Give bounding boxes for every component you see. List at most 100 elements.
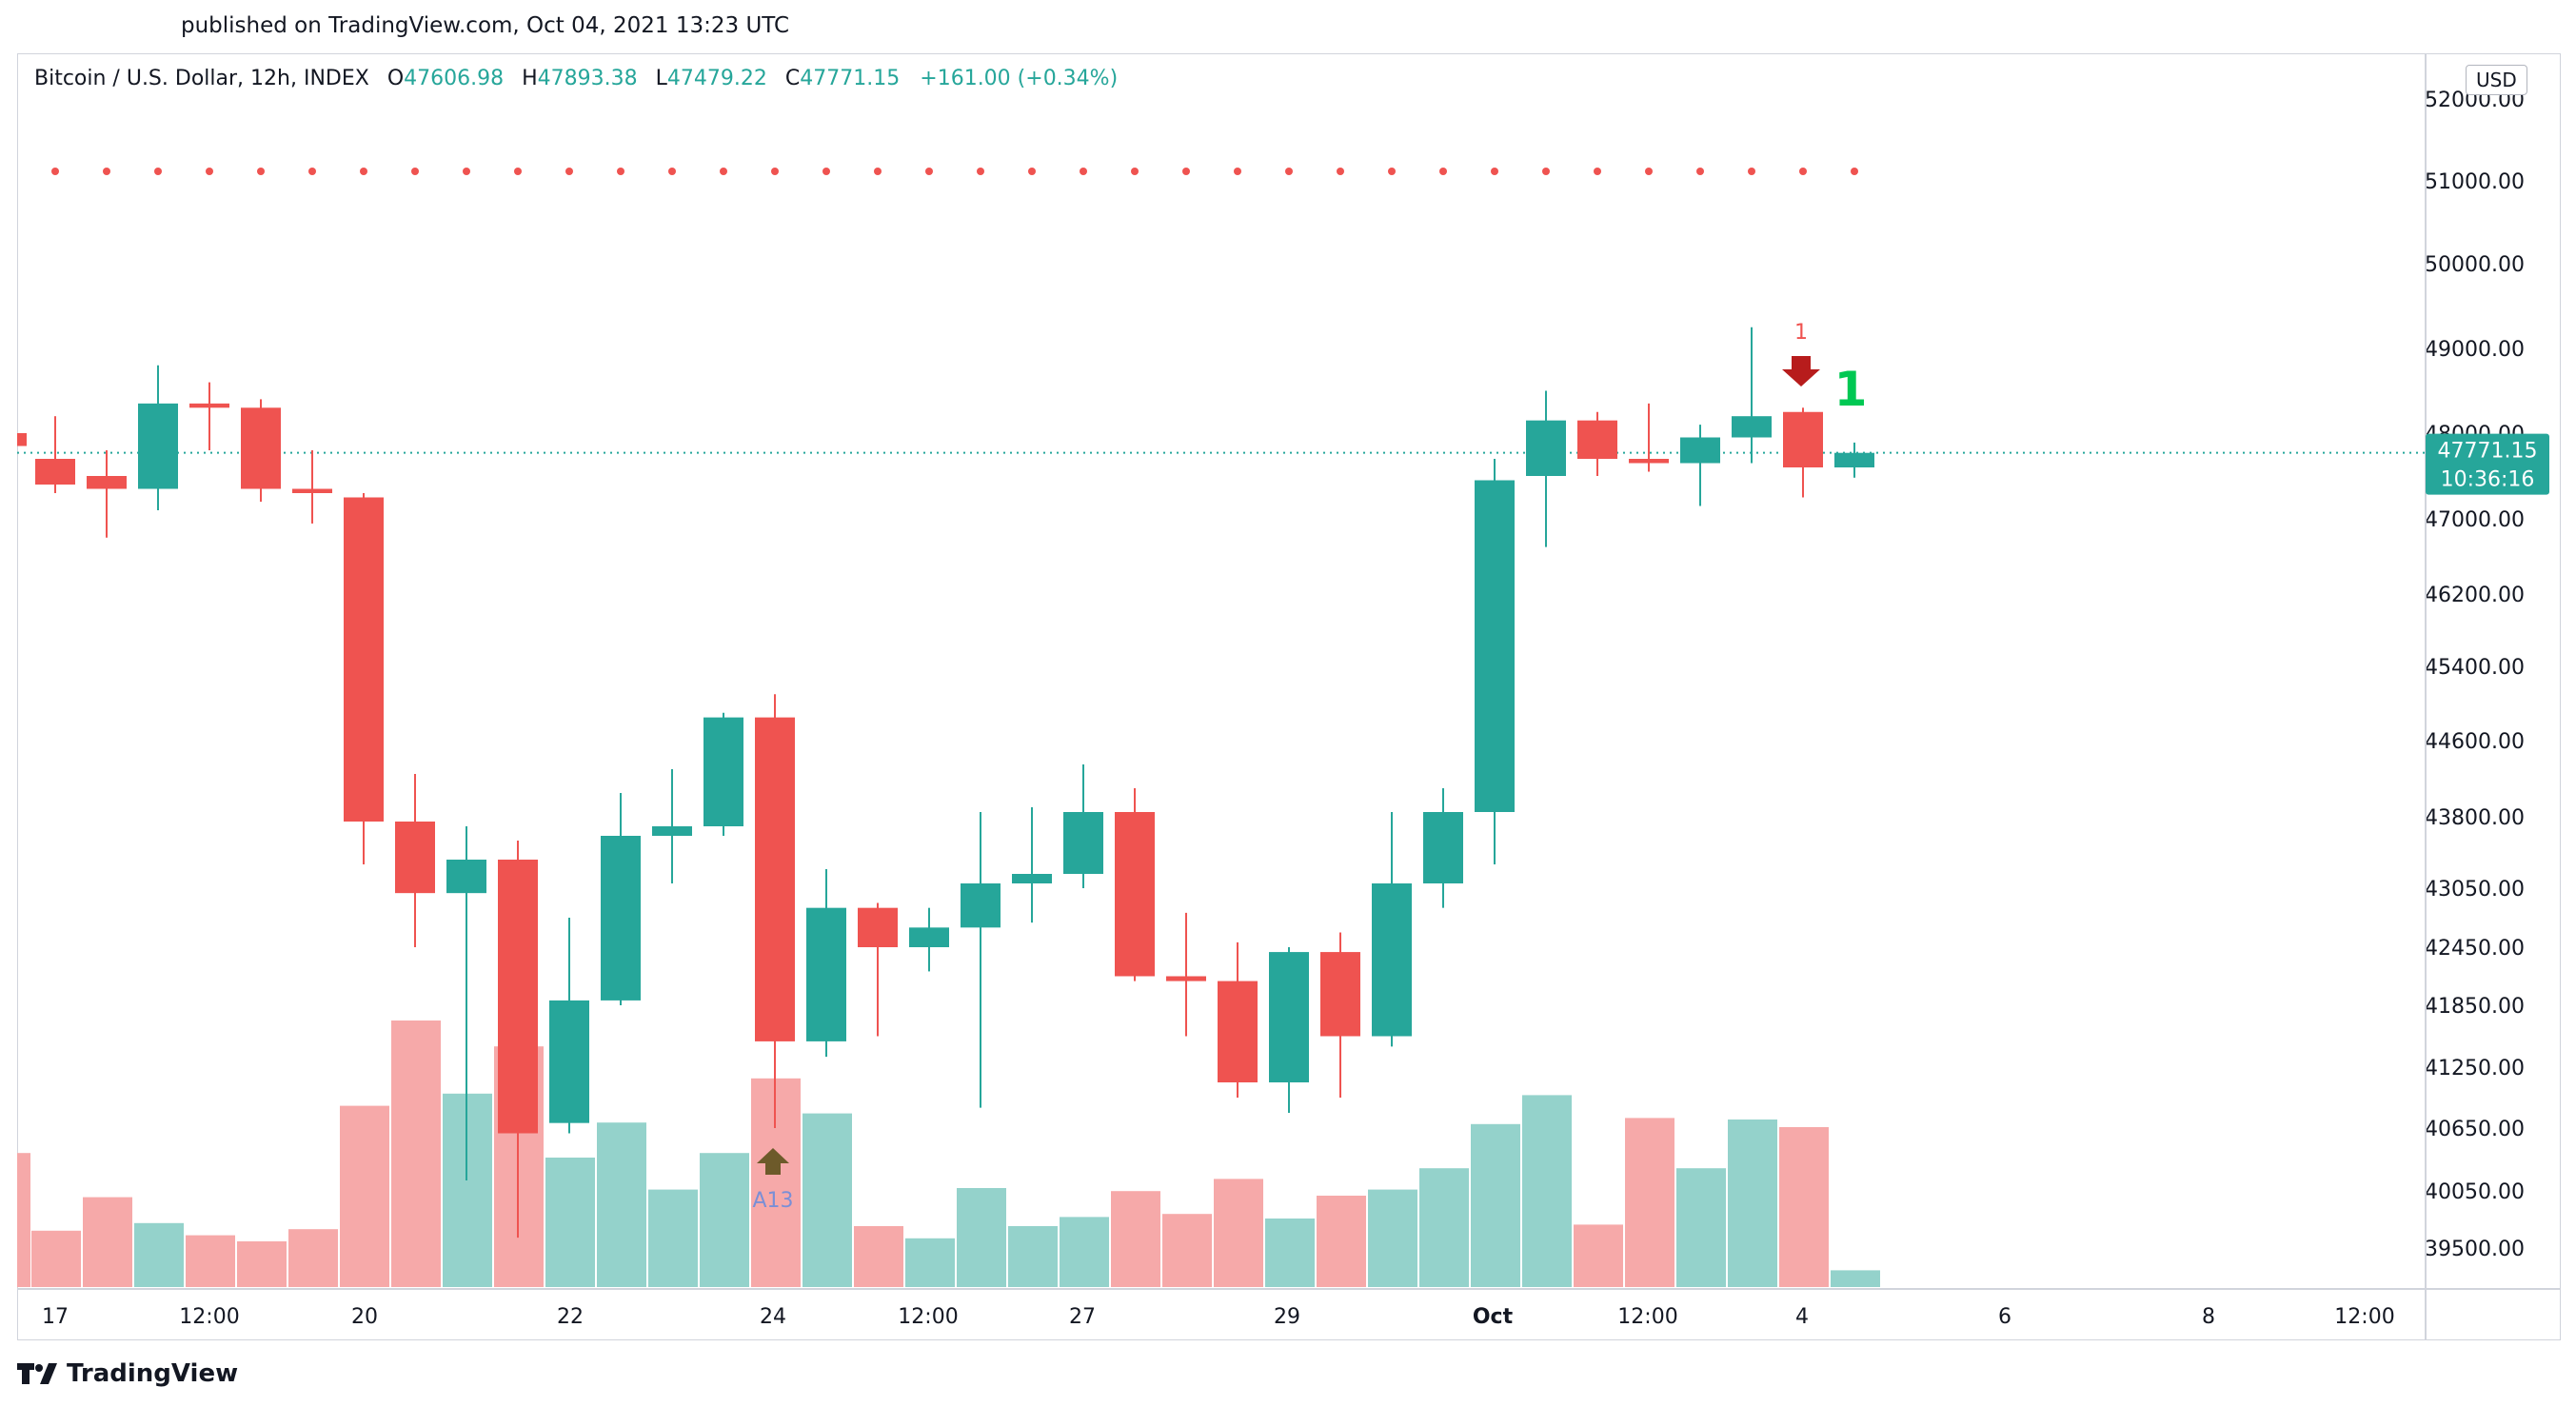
candle-body [35, 459, 75, 485]
time-tick-label: 27 [1069, 1305, 1096, 1329]
candle-body [498, 860, 538, 1134]
signal-dot [1131, 168, 1139, 175]
signal-dot [1799, 168, 1807, 175]
candle [909, 907, 949, 972]
volume-bar [1831, 1270, 1880, 1287]
volume-bar [957, 1188, 1006, 1287]
volume-bar [700, 1153, 749, 1287]
tradingview-logo-icon [17, 1363, 57, 1384]
candle-body [1012, 874, 1052, 883]
candle [1834, 442, 1874, 478]
candle-body [1269, 952, 1309, 1082]
volume-bar [1060, 1217, 1109, 1287]
price-tick-label: 45400.00 [2425, 656, 2525, 680]
volume-bar [1574, 1224, 1623, 1287]
volume-bar [1728, 1120, 1777, 1287]
signal-dot [1285, 168, 1293, 175]
signal-dot [257, 168, 265, 175]
time-tick-label: 12:00 [1617, 1305, 1677, 1329]
candle-body [1063, 812, 1103, 874]
signal-dot [411, 168, 419, 175]
volume-bar [1676, 1168, 1726, 1287]
candle [1012, 807, 1052, 923]
volume-bar [648, 1189, 698, 1287]
price-tick-label: 47000.00 [2425, 508, 2525, 532]
low-label: L [655, 67, 667, 90]
candle-layer [17, 327, 1874, 1239]
candle [1423, 788, 1463, 908]
time-tick-label: 12:00 [898, 1305, 958, 1329]
candle-body [446, 860, 486, 894]
candle-body [961, 883, 1001, 928]
time-tick-label: 12:00 [2334, 1305, 2394, 1329]
candle-body [1475, 480, 1515, 812]
signal-dot [822, 168, 830, 175]
time-tick-label: 4 [1795, 1305, 1809, 1329]
candle [961, 812, 1001, 1108]
signal-dot [206, 168, 213, 175]
time-tick-label: 6 [1998, 1305, 2011, 1329]
sell-count-big: 1 [1834, 362, 1868, 417]
candle [138, 365, 178, 510]
volume-bar [1625, 1118, 1674, 1287]
candle [601, 793, 641, 1005]
signal-dot [1182, 168, 1190, 175]
price-tick-label: 41250.00 [2425, 1057, 2525, 1080]
signal-dot [1439, 168, 1447, 175]
candle [395, 774, 435, 947]
volume-bar [1522, 1095, 1572, 1287]
time-tick-label: 20 [351, 1305, 378, 1329]
price-tick-label: 49000.00 [2425, 338, 2525, 362]
currency-button[interactable]: USD [2466, 65, 2527, 95]
candle-body [909, 927, 949, 947]
signal-dot [1491, 168, 1498, 175]
price-axis: 52000.0051000.0050000.0049000.0048000.00… [2425, 89, 2525, 1261]
time-tick-label: 17 [42, 1305, 69, 1329]
candle-body [1577, 420, 1617, 459]
volume-bar [288, 1229, 338, 1287]
volume-layer [17, 1021, 1880, 1287]
candle-body [87, 476, 127, 489]
bar-countdown-label: 10:36:16 [2441, 468, 2535, 492]
candle [344, 493, 384, 864]
volume-bar [134, 1222, 184, 1287]
candle [189, 382, 229, 450]
chart-frame[interactable] [17, 53, 2561, 1340]
signal-dot [1028, 168, 1036, 175]
footer-brand[interactable]: TradingView [17, 1359, 238, 1388]
candle [1372, 812, 1412, 1047]
open-value: 47606.98 [404, 67, 505, 90]
buy-signal: A13 [752, 1148, 794, 1213]
candle-body [549, 1000, 589, 1123]
candle [858, 902, 898, 1037]
candle [1166, 912, 1206, 1037]
signal-dot [1542, 168, 1550, 175]
buy-arrow-icon [757, 1148, 789, 1175]
signal-dot [720, 168, 727, 175]
candle-body [1166, 976, 1206, 981]
time-axis: 17 12:00 20 22 24 12:00 27 29 Oct 12:00 4 6 8 12:00 [42, 1305, 2395, 1329]
symbol-title[interactable]: Bitcoin / U.S. Dollar, 12h, INDEX [34, 67, 369, 90]
volume-bar [186, 1235, 235, 1287]
volume-bar [1471, 1123, 1520, 1287]
candle [446, 826, 486, 1180]
signal-dot [874, 168, 882, 175]
buy-label: A13 [752, 1189, 793, 1213]
sell-signal: 1 1 [1782, 321, 1867, 417]
signal-dot [1851, 168, 1858, 175]
time-tick-label: 24 [760, 1305, 786, 1329]
candle [498, 841, 538, 1239]
candle [292, 450, 332, 524]
candle [1063, 764, 1103, 888]
candle-body [703, 717, 743, 826]
candle-body [241, 407, 281, 489]
candle-body [138, 403, 178, 489]
candle [806, 869, 846, 1058]
time-tick-label: 22 [557, 1305, 584, 1329]
signal-dot [1645, 168, 1653, 175]
candle-body [1320, 952, 1360, 1037]
volume-bar [1317, 1196, 1366, 1287]
signal-dot [565, 168, 573, 175]
candle-body-partial [17, 433, 27, 446]
